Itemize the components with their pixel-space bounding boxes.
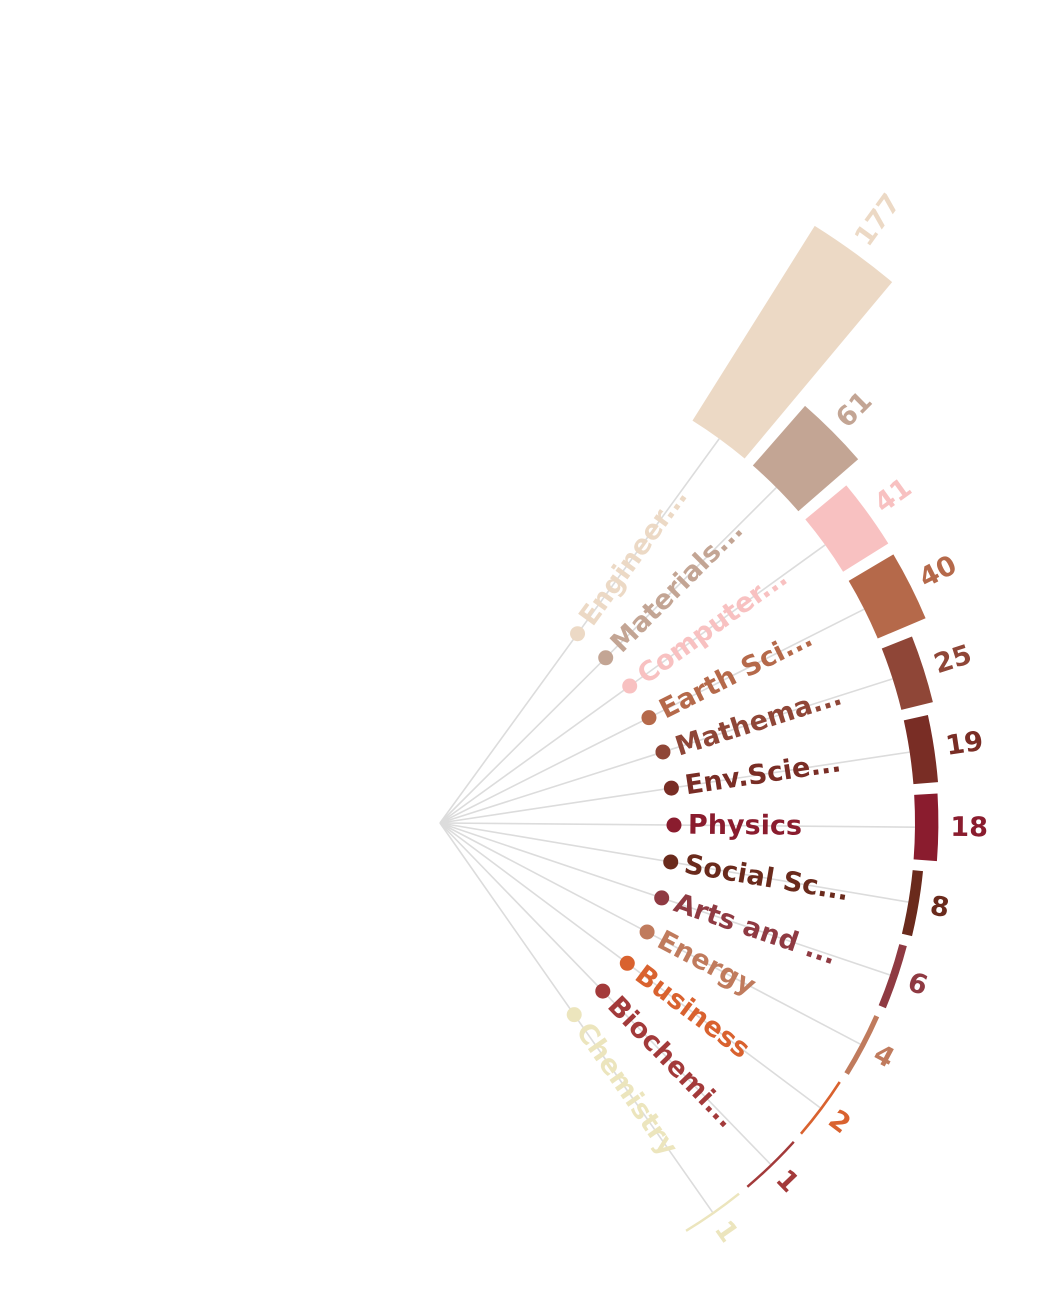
category-dot [663, 854, 679, 870]
category-dot [598, 650, 614, 666]
category-dot [619, 955, 635, 971]
category-label: Physics [688, 810, 802, 842]
bar [746, 1140, 795, 1188]
value-label: 6 [904, 967, 932, 1002]
value-label: 1 [708, 1215, 744, 1248]
value-label: 18 [950, 812, 988, 843]
bar [901, 870, 923, 937]
category-labels: Engineer...Materials...Computer...Earth … [570, 482, 852, 1162]
value-label: 61 [830, 386, 878, 434]
value-label: 41 [869, 472, 918, 519]
bar [685, 1192, 740, 1232]
category-dot [641, 710, 657, 726]
value-label: 19 [944, 726, 986, 762]
value-label: 8 [928, 891, 952, 925]
category-dot [622, 678, 638, 694]
value-label: 1 [769, 1164, 804, 1199]
value-label: 25 [930, 639, 975, 680]
bar [913, 793, 939, 862]
value-label: 4 [868, 1038, 899, 1074]
category-dot [654, 890, 670, 906]
bar [692, 225, 893, 459]
category-dot [655, 744, 671, 760]
bar [903, 715, 939, 785]
bar [848, 554, 926, 639]
category-dot [663, 780, 679, 796]
value-label: 177 [849, 188, 907, 252]
value-label: 2 [823, 1104, 857, 1140]
value-label: 40 [914, 550, 962, 595]
category-dot [566, 1007, 582, 1023]
bars [685, 225, 939, 1232]
category-dots [566, 626, 682, 1023]
bar [881, 636, 933, 710]
bar [752, 405, 859, 512]
category-dot [595, 983, 611, 999]
bar [844, 1015, 880, 1075]
category-dot [666, 817, 682, 833]
bar [805, 485, 889, 572]
category-label: Env.Scie... [683, 747, 843, 801]
bar [878, 944, 907, 1009]
category-dot [570, 626, 586, 642]
category-dot [639, 924, 655, 940]
bar [799, 1081, 841, 1135]
